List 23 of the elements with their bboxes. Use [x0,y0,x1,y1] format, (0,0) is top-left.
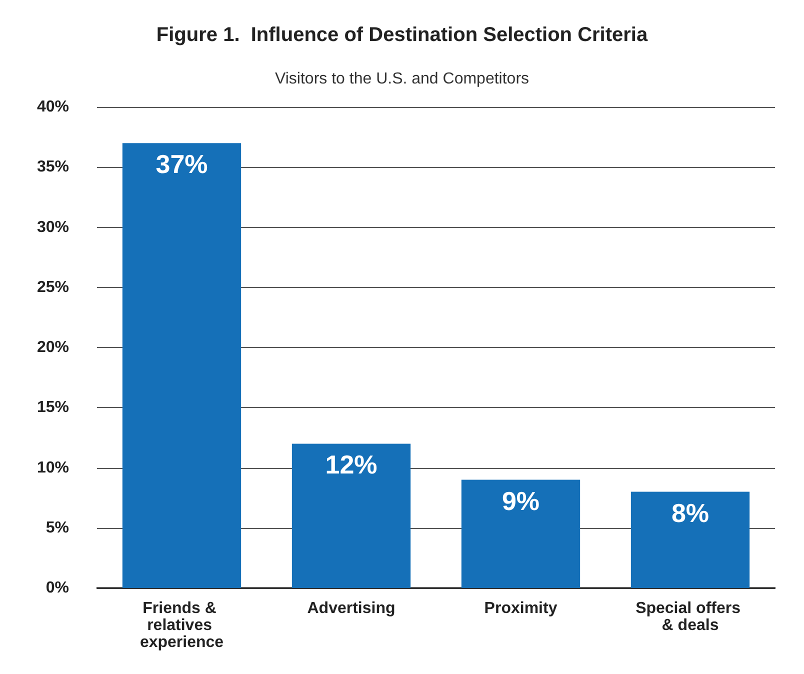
data-label: 9% [502,486,540,516]
data-label: 12% [325,450,378,480]
y-tick-label: 25% [36,278,69,296]
x-tick-label: Proximity [484,600,558,617]
chart-subtitle: Visitors to the U.S. and Competitors [274,70,530,88]
y-tick-label: 10% [36,459,69,476]
x-tick-label: Advertising [307,600,396,617]
y-tick-label: 0% [46,580,69,596]
y-tick-label: 20% [36,339,69,356]
y-tick-label: 5% [46,519,69,536]
bar [122,143,242,588]
bar [630,492,750,588]
y-tick-label: 30% [36,218,69,236]
y-tick-label: 40% [36,98,69,116]
chart-title: Figure 1. Influence of Destination Selection Criteria [156,24,648,46]
y-tick-label: 35% [36,158,69,176]
y-tick-label: 15% [36,399,69,416]
data-label: 8% [671,498,710,528]
x-tick-label: Special offers & deals [636,600,745,634]
x-tick-label: Friends & relatives experience [140,600,224,651]
data-label: 37% [156,149,208,180]
bar [292,444,411,588]
bar [461,480,580,588]
